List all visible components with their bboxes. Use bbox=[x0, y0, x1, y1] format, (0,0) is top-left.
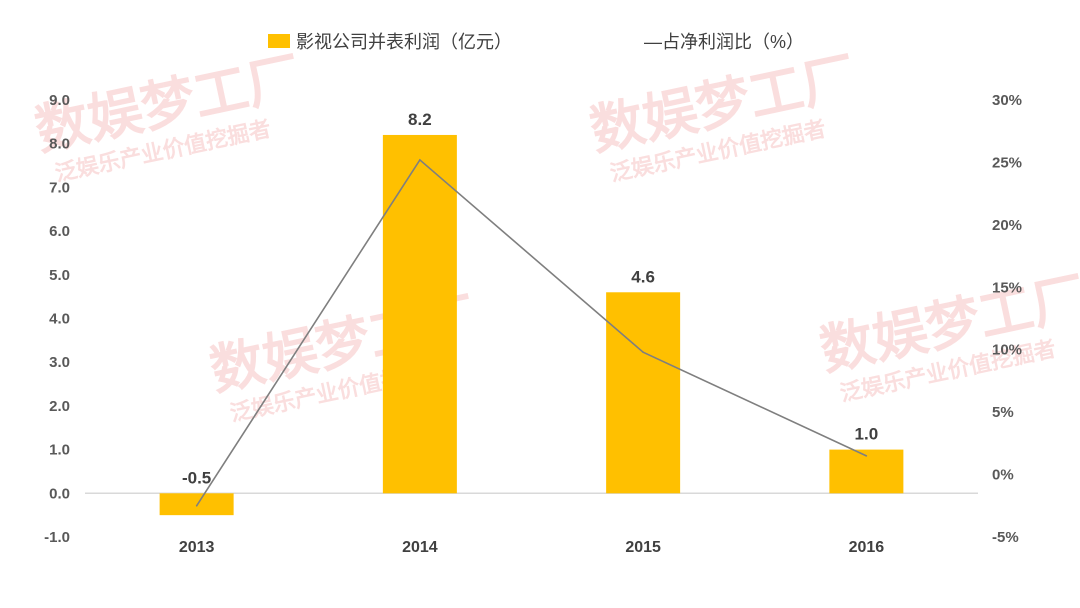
bar bbox=[382, 134, 457, 494]
bar-data-label: 1.0 bbox=[855, 425, 879, 444]
y-tick-label: 7.0 bbox=[49, 179, 70, 196]
x-tick-label: 2014 bbox=[402, 539, 438, 556]
line-point bbox=[865, 455, 868, 457]
legend-line-label: —占净利润比（%） bbox=[644, 32, 804, 52]
data-labels: -0.5 8.2 4.6 1.0 bbox=[182, 110, 878, 487]
y2-tick-label: 25% bbox=[992, 154, 1022, 171]
bar bbox=[829, 449, 904, 494]
bar-data-label: 8.2 bbox=[408, 110, 432, 129]
y-tick-label: 9.0 bbox=[49, 92, 70, 109]
legend-bar-label: 影视公司并表利润（亿元） bbox=[296, 32, 512, 52]
axes: 9.0 8.0 7.0 6.0 5.0 4.0 3.0 2.0 1.0 0.0 -1.0 30% 25%… bbox=[44, 92, 1022, 556]
bar-series bbox=[159, 134, 904, 516]
y2-tick-label: 0% bbox=[992, 467, 1014, 484]
y2-tick-label: 20% bbox=[992, 217, 1022, 234]
line-path bbox=[195, 158, 867, 507]
y2-tick-label: 5% bbox=[992, 404, 1014, 421]
y-tick-label: 6.0 bbox=[49, 223, 70, 240]
x-tick-label: 2016 bbox=[849, 539, 885, 556]
y2-tick-label: -5% bbox=[992, 529, 1019, 546]
line-point bbox=[419, 159, 421, 161]
y-tick-label: -1.0 bbox=[44, 529, 70, 546]
y2-tick-label: 30% bbox=[992, 92, 1022, 109]
bar bbox=[606, 292, 681, 494]
y-tick-label: 3.0 bbox=[49, 354, 70, 371]
line-point bbox=[642, 351, 644, 354]
y-tick-label: 0.0 bbox=[49, 485, 70, 502]
legend: 影视公司并表利润（亿元） —占净利润比（%） bbox=[268, 32, 804, 52]
y-tick-label: 5.0 bbox=[49, 267, 70, 284]
bar-data-label: 4.6 bbox=[631, 267, 655, 286]
line-point bbox=[195, 504, 198, 507]
y-tick-label: 4.0 bbox=[49, 311, 70, 328]
bar-data-label: -0.5 bbox=[182, 468, 211, 487]
bar bbox=[159, 493, 234, 516]
y-tick-label: 2.0 bbox=[49, 398, 70, 415]
x-tick-label: 2013 bbox=[179, 539, 215, 556]
y2-tick-label: 15% bbox=[992, 279, 1022, 296]
y-tick-label: 1.0 bbox=[49, 442, 70, 459]
line-series bbox=[195, 158, 868, 507]
y2-tick-label: 10% bbox=[992, 342, 1022, 359]
legend-bar-swatch bbox=[268, 34, 290, 48]
x-tick-label: 2015 bbox=[625, 539, 661, 556]
y-tick-label: 8.0 bbox=[49, 136, 70, 153]
